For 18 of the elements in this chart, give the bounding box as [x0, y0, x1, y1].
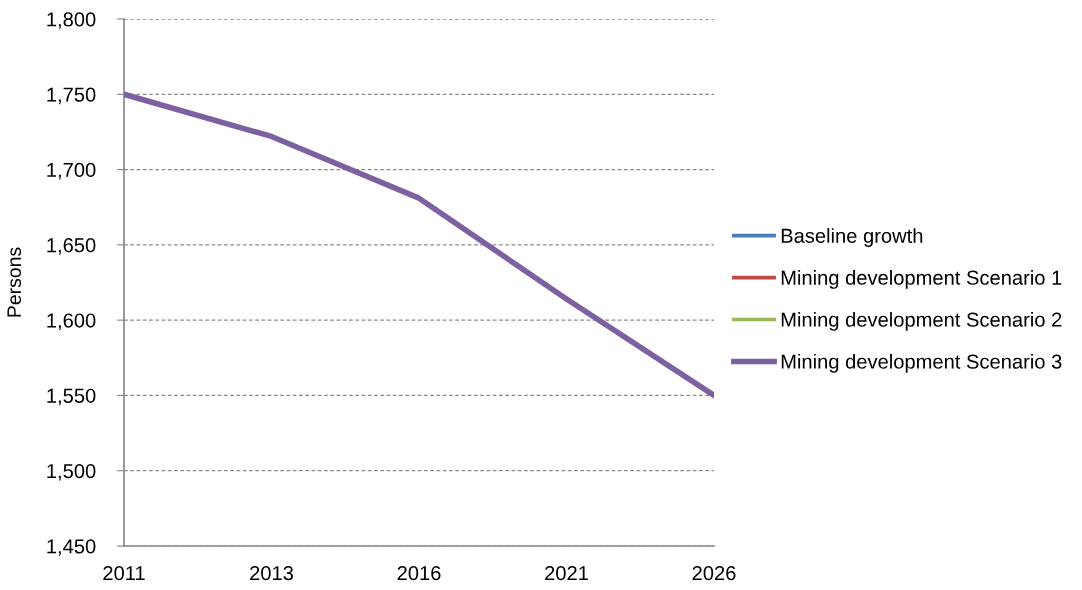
y-tick-label: 1,700 [47, 162, 96, 180]
y-tick-label: 1,450 [47, 539, 96, 556]
y-tick-label: 1,600 [47, 313, 96, 331]
x-tick-label: 2011 [103, 565, 145, 581]
x-tick-label: 2016 [397, 565, 441, 581]
y-axis-title: Persons [7, 247, 22, 317]
y-tick-label: 1,650 [47, 238, 96, 255]
legend-label: Mining development Scenario 2 [781, 312, 1062, 331]
x-tick-label: 2021 [545, 565, 588, 581]
y-tick-label: 1,500 [47, 463, 96, 481]
legend-label: Mining development Scenario 1 [781, 270, 1062, 289]
y-tick-label: 1,800 [47, 12, 96, 29]
y-tick-label: 1,550 [47, 388, 96, 406]
x-tick-label: 2013 [250, 565, 294, 581]
legend-label: Baseline growth [781, 228, 923, 247]
x-tick-label: 2026 [692, 565, 736, 581]
y-tick-label: 1,750 [47, 87, 96, 105]
legend-label: Mining development Scenario 3 [781, 353, 1062, 373]
